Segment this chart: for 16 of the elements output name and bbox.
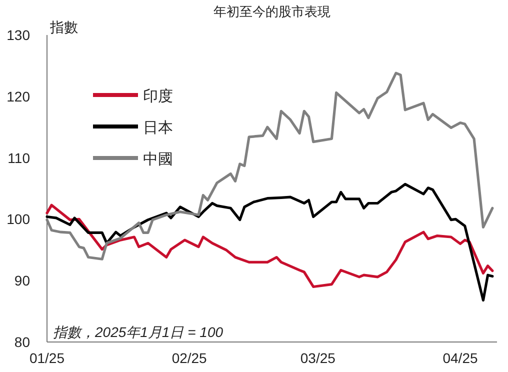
y-tick-label: 100 bbox=[6, 211, 30, 228]
x-tick-label: 04/25 bbox=[442, 350, 478, 366]
y-tick-label: 120 bbox=[6, 88, 30, 104]
x-tick-label: 01/25 bbox=[29, 350, 65, 366]
legend-label: 中國 bbox=[143, 151, 173, 168]
y-tick-label: 130 bbox=[6, 27, 30, 43]
x-tick-label: 03/25 bbox=[300, 350, 336, 366]
legend-label: 印度 bbox=[143, 88, 173, 105]
y-tick-label: 80 bbox=[14, 334, 30, 350]
annotation: 指數，2025年1月1日 = 100 bbox=[53, 324, 224, 340]
y-tick-label: 90 bbox=[14, 272, 30, 289]
legend-label: 日本 bbox=[143, 120, 173, 136]
x-tick-label: 02/25 bbox=[172, 350, 208, 366]
y-axis-title: 指數 bbox=[49, 19, 78, 35]
chart-title: 年初至今的股市表現 bbox=[214, 4, 330, 19]
y-tick-label: 110 bbox=[8, 150, 30, 166]
